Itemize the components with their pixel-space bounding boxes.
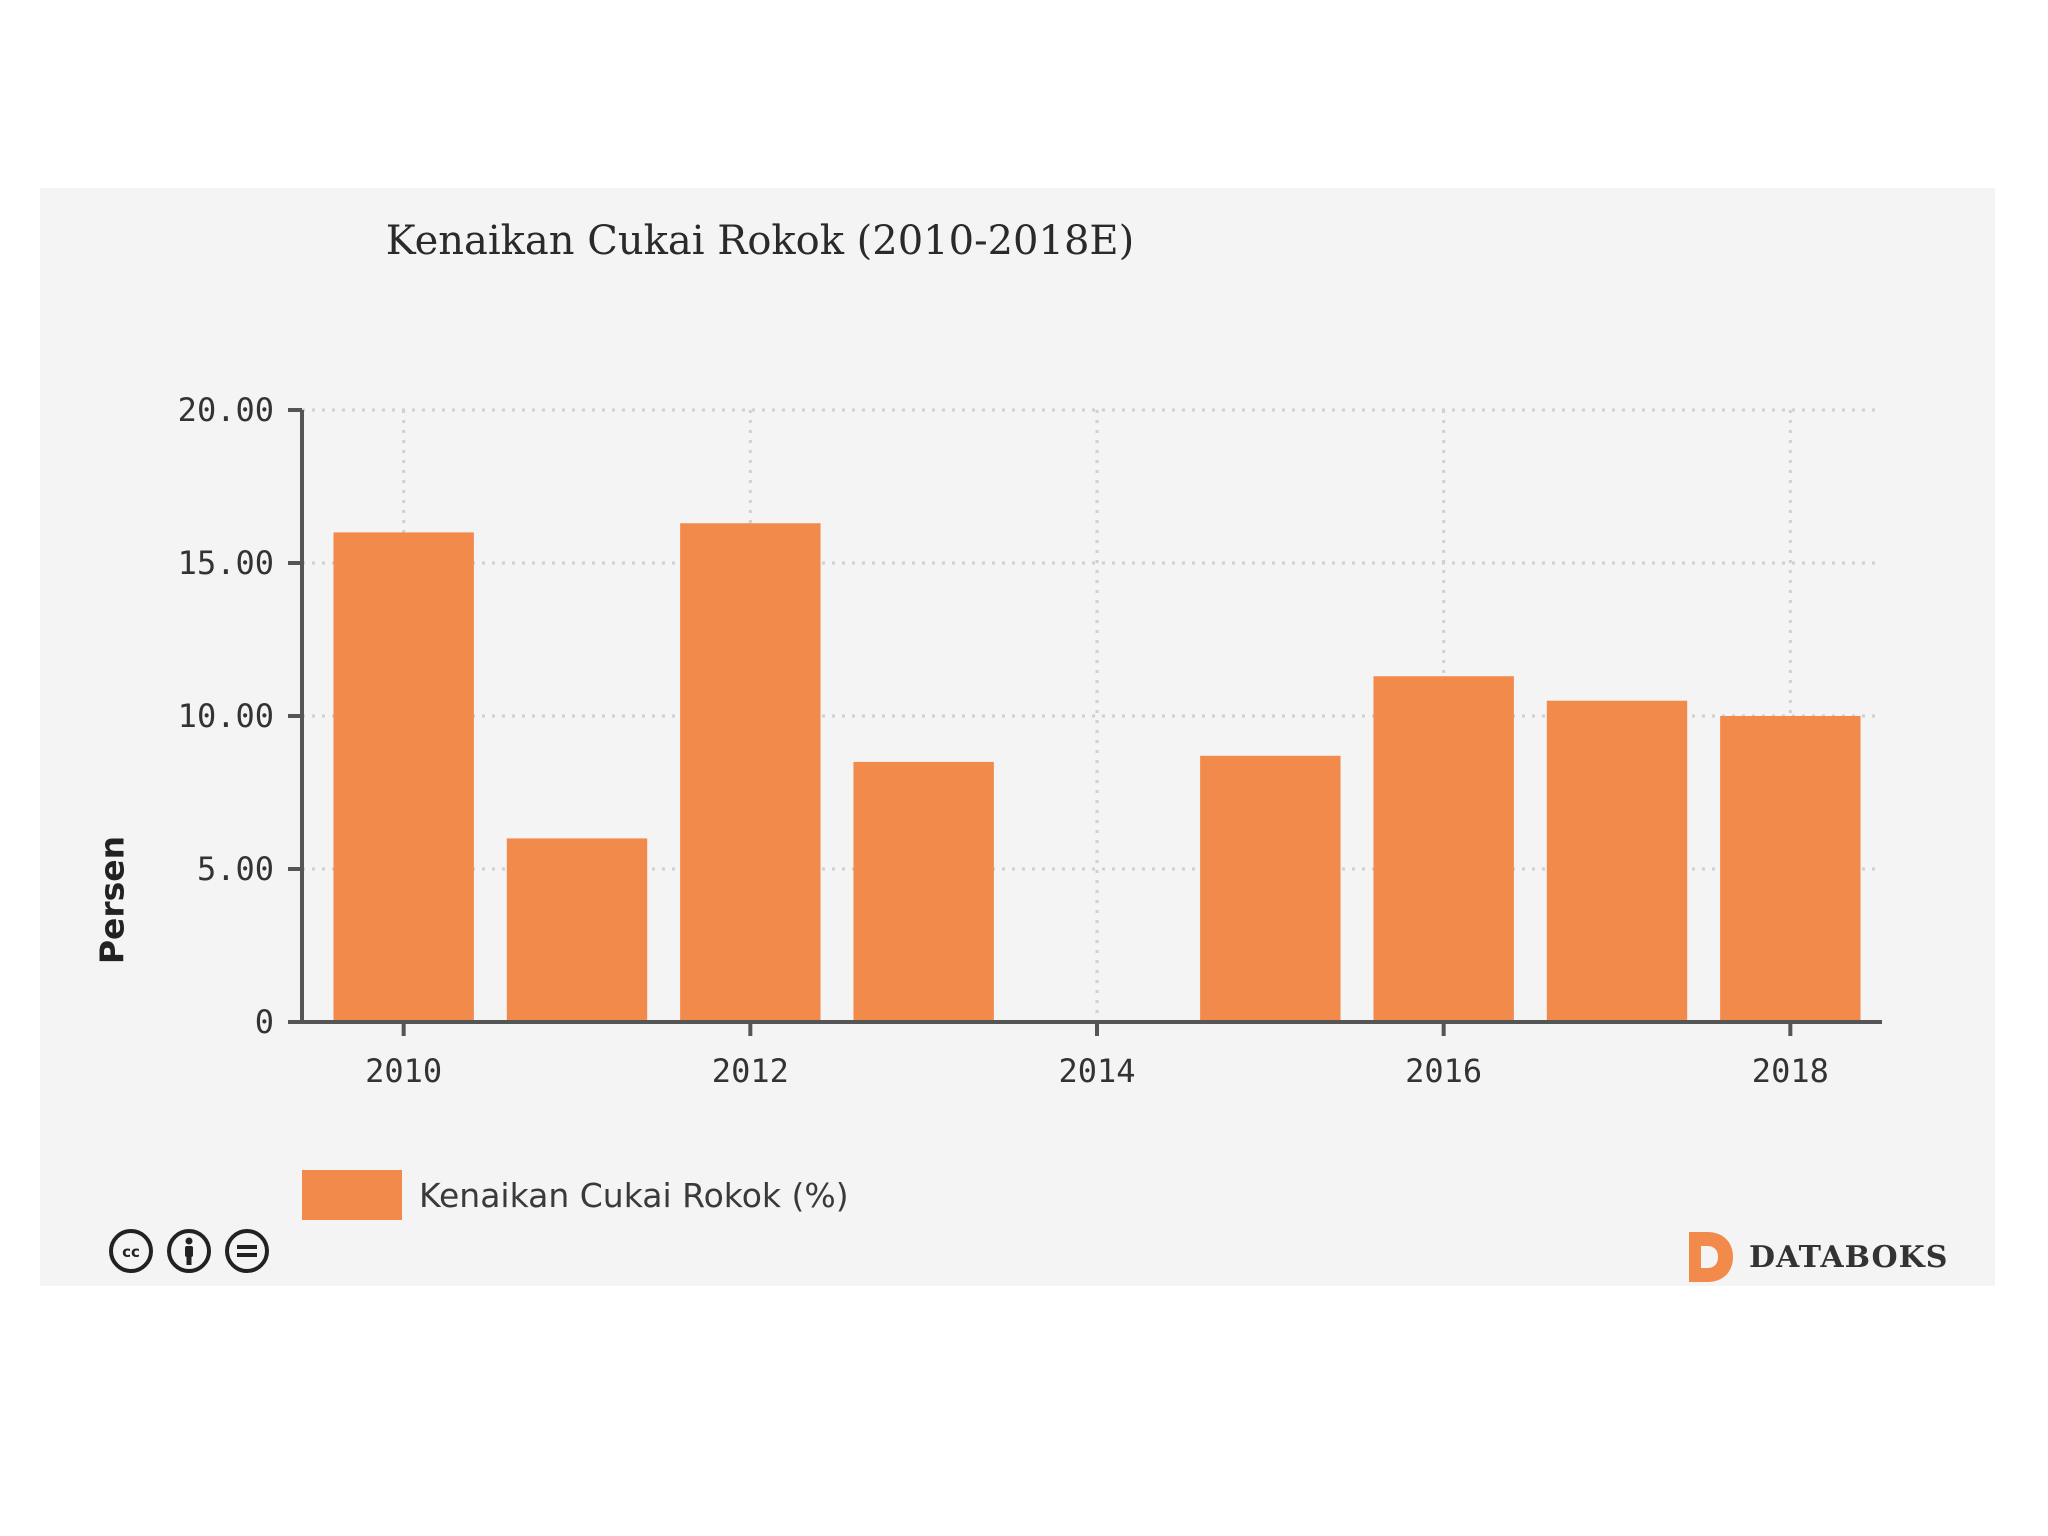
x-tick-label: 2014 [1058, 1052, 1135, 1090]
bar-2012 [680, 523, 821, 1022]
bar-2017 [1546, 700, 1688, 1022]
bar-2011 [506, 838, 648, 1022]
brand-name: DATABOKS [1749, 1239, 1949, 1275]
y-tick-label: 10.00 [178, 697, 274, 735]
nd-icon [225, 1229, 269, 1273]
bar-2015 [1200, 755, 1341, 1022]
svg-text:cc: cc [122, 1243, 140, 1261]
brand: DATABOKS [1685, 1228, 1948, 1286]
license-icons: cc [108, 1228, 270, 1274]
y-axis-label: Persen [92, 835, 132, 965]
legend: Kenaikan Cukai Rokok (%) [302, 1170, 849, 1220]
x-tick-label: 2018 [1752, 1052, 1829, 1090]
chart-title: Kenaikan Cukai Rokok (2010-2018E) [385, 218, 1135, 264]
by-attribution-icon [167, 1229, 211, 1273]
cc-icon: cc [109, 1229, 153, 1273]
x-tick-label: 2010 [365, 1052, 442, 1090]
y-tick-label: 5.00 [197, 850, 274, 888]
bar-2016 [1373, 676, 1514, 1022]
chart-card: Kenaikan Cukai Rokok (2010-2018E) 0 5.00 1… [40, 188, 1995, 1286]
legend-swatch [302, 1170, 402, 1220]
legend-label: Kenaikan Cukai Rokok (%) [419, 1175, 849, 1215]
bar-2013 [853, 761, 994, 1022]
databoks-logo-icon [1689, 1232, 1733, 1282]
bar-2010 [333, 532, 474, 1022]
bar-2018 [1720, 716, 1861, 1022]
y-tick-label: 20.00 [178, 391, 274, 429]
y-tick-label: 0 [255, 1003, 274, 1041]
y-tick-label: 15.00 [178, 544, 274, 582]
bar-chart: 0 5.00 10.00 15.00 20.00 2010 2012 2014 2016 2018 [178, 391, 1882, 1090]
x-tick-label: 2016 [1405, 1052, 1482, 1090]
x-tick-label: 2012 [712, 1052, 789, 1090]
